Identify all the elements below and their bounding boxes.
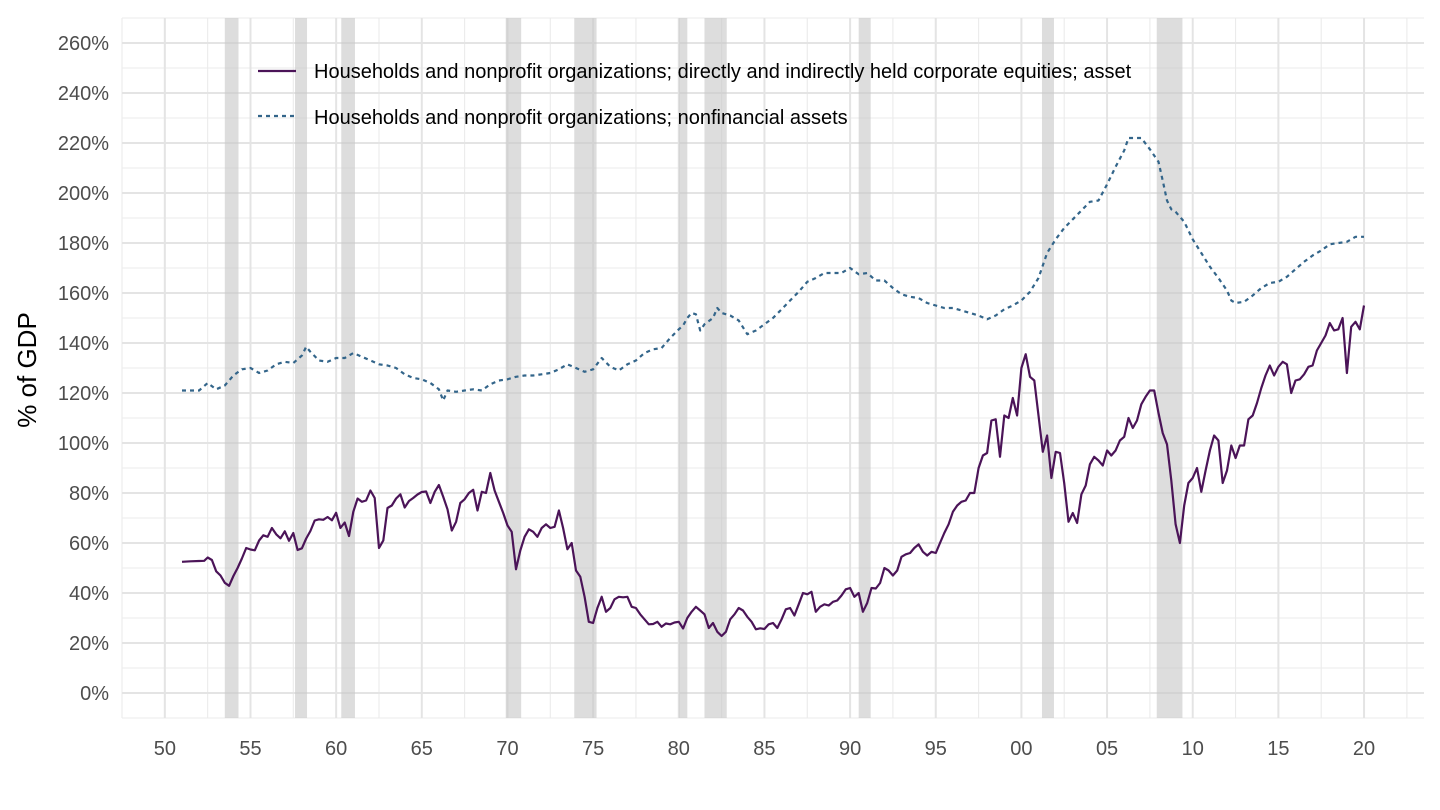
legend-label-nonfinancial: Households and nonprofit organizations; …: [314, 107, 848, 129]
recession-band: [224, 18, 239, 718]
y-tick-label: 0%: [80, 683, 109, 705]
y-tick-label: 100%: [58, 433, 109, 455]
x-tick-label: 55: [239, 738, 261, 760]
recession-band: [704, 18, 727, 718]
legend: Households and nonprofit organizations; …: [258, 61, 1132, 129]
recession-band: [295, 18, 308, 718]
x-tick-label: 70: [496, 738, 518, 760]
series-line-nonfinancial: [182, 136, 1364, 402]
x-tick-label: 65: [411, 738, 433, 760]
x-tick-label: 95: [925, 738, 947, 760]
recession-band: [574, 18, 597, 718]
y-tick-label: 220%: [58, 133, 109, 155]
recession-band: [678, 18, 688, 718]
recession-band: [1041, 18, 1054, 718]
x-tick-label: 85: [753, 738, 775, 760]
recession-shading: [224, 18, 1183, 718]
x-tick-label: 80: [668, 738, 690, 760]
y-tick-label: 160%: [58, 283, 109, 305]
axes: 0% 20% 40% 60% 80% 100% 120% 140% 160% 180% 200% 22…: [58, 33, 1375, 760]
recession-band: [858, 18, 871, 718]
series-line-equities: [181, 305, 1366, 638]
x-tick-label: 60: [325, 738, 347, 760]
y-tick-label: 40%: [69, 583, 109, 605]
recession-band: [341, 18, 355, 718]
x-tick-label: 20: [1353, 738, 1375, 760]
y-tick-label: 60%: [69, 533, 109, 555]
x-tick-label: 75: [582, 738, 604, 760]
y-tick-label: 80%: [69, 483, 109, 505]
x-tick-label: 00: [1010, 738, 1032, 760]
legend-label-equities: Households and nonprofit organizations; …: [314, 61, 1132, 83]
y-tick-label: 20%: [69, 633, 109, 655]
y-tick-label: 140%: [58, 333, 109, 355]
y-tick-label: 240%: [58, 83, 109, 105]
x-tick-label: 90: [839, 738, 861, 760]
x-tick-label: 15: [1267, 738, 1289, 760]
series-lines: [181, 136, 1366, 638]
y-tick-label: 180%: [58, 233, 109, 255]
y-tick-label: 260%: [58, 33, 109, 55]
recession-band: [505, 18, 522, 718]
y-tick-label: 200%: [58, 183, 109, 205]
x-tick-label: 05: [1096, 738, 1118, 760]
y-tick-label: 120%: [58, 383, 109, 405]
recession-band: [1156, 18, 1183, 718]
y-axis-label: % of GDP: [12, 312, 42, 428]
x-tick-label: 50: [154, 738, 176, 760]
x-tick-label: 10: [1182, 738, 1204, 760]
